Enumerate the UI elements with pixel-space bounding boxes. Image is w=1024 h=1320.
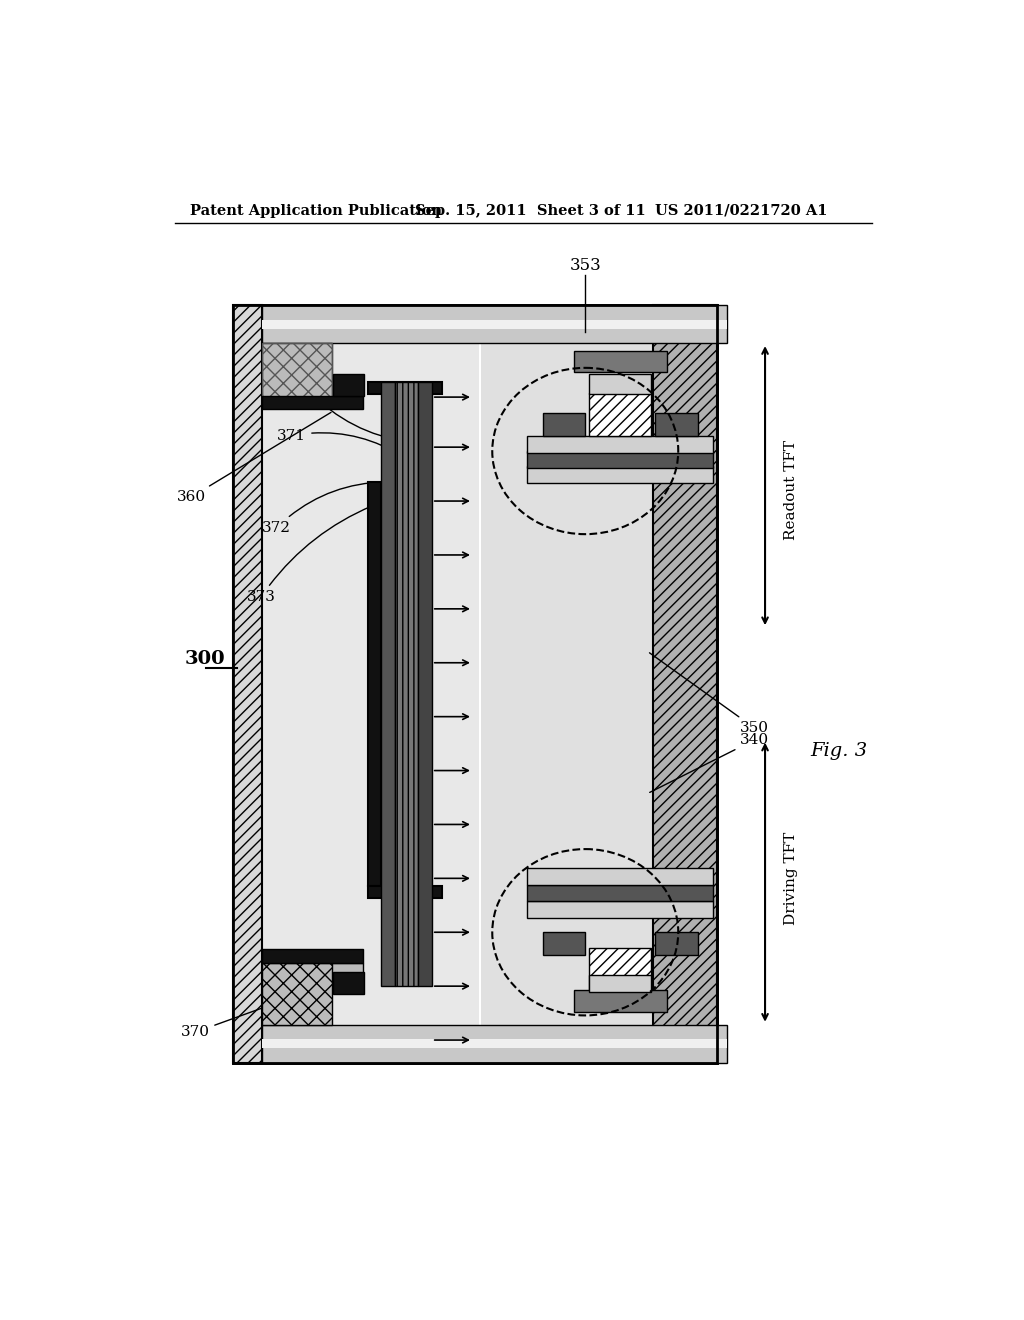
Text: 371: 371: [278, 429, 403, 457]
Bar: [527, 451, 713, 469]
Text: Driving TFT: Driving TFT: [783, 832, 798, 925]
Text: 350: 350: [649, 653, 769, 735]
Bar: [262, 396, 362, 409]
Bar: [262, 949, 362, 964]
Text: 353: 353: [569, 257, 601, 275]
Text: US 2011/0221720 A1: US 2011/0221720 A1: [655, 203, 827, 218]
Bar: [232, 305, 262, 1063]
Bar: [527, 466, 713, 483]
Bar: [369, 381, 442, 395]
Bar: [527, 867, 713, 884]
Text: Fig. 3: Fig. 3: [810, 742, 867, 760]
Bar: [334, 374, 365, 396]
Bar: [262, 1024, 727, 1063]
Bar: [381, 381, 394, 986]
Bar: [655, 932, 697, 956]
Bar: [262, 321, 727, 330]
Bar: [573, 351, 667, 372]
Bar: [262, 343, 332, 405]
Text: 372: 372: [262, 482, 385, 535]
Bar: [480, 343, 682, 1024]
Text: 373: 373: [247, 506, 372, 605]
Text: 340: 340: [650, 733, 769, 792]
Bar: [232, 305, 717, 1063]
Bar: [589, 948, 651, 990]
Bar: [232, 305, 717, 1063]
Bar: [262, 343, 332, 405]
Text: Patent Application Publication: Patent Application Publication: [190, 203, 442, 218]
Text: 370: 370: [180, 983, 331, 1039]
Bar: [589, 974, 651, 991]
Bar: [369, 886, 442, 899]
Bar: [543, 932, 586, 956]
Bar: [527, 436, 713, 453]
Bar: [527, 902, 713, 919]
Bar: [262, 964, 362, 977]
Bar: [262, 1039, 727, 1048]
Text: 375: 375: [293, 383, 422, 444]
Bar: [394, 381, 418, 986]
Bar: [527, 884, 713, 902]
Bar: [262, 305, 727, 343]
Text: Sep. 15, 2011  Sheet 3 of 11: Sep. 15, 2011 Sheet 3 of 11: [415, 203, 645, 218]
Bar: [262, 964, 332, 1024]
Bar: [543, 412, 586, 436]
Bar: [589, 393, 651, 436]
Bar: [589, 374, 651, 393]
Bar: [573, 990, 667, 1011]
Bar: [655, 412, 697, 436]
Text: 300: 300: [184, 649, 225, 668]
Text: 360: 360: [176, 412, 331, 504]
Bar: [369, 482, 381, 886]
Bar: [418, 381, 432, 986]
Text: Readout TFT: Readout TFT: [783, 440, 798, 540]
Bar: [653, 305, 717, 1063]
Bar: [334, 973, 365, 994]
Bar: [262, 343, 479, 1024]
